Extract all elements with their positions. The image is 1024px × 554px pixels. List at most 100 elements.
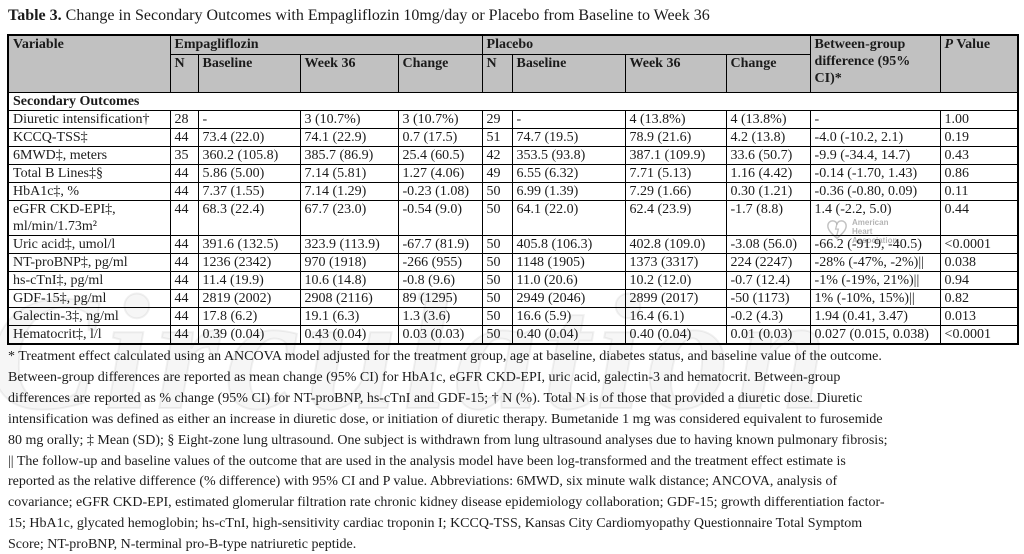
between-group-difference-cell: -0.14 (-1.70, 1.43): [809, 164, 941, 183]
between-group-difference-cell: 0.027 (0.015, 0.038): [809, 325, 941, 345]
section-header: Secondary Outcomes: [7, 92, 1019, 111]
empa-week36-cell: 2908 (2116): [299, 289, 399, 308]
outcome-row: 6MWD‡, meters 35 360.2 (105.8) 385.7 (86.9)…: [7, 146, 1019, 165]
outcome-row: Uric acid‡, umol/l 44 391.6 (132.5) 323.9 (…: [7, 235, 1019, 254]
placebo-baseline-cell: 1148 (1905): [511, 253, 626, 272]
placebo-change-cell: -1.7 (8.8): [725, 200, 811, 236]
empa-week36-cell: 67.7 (23.0): [299, 200, 399, 236]
empa-week36-cell: 7.14 (5.81): [299, 164, 399, 183]
variable-cell: 6MWD‡, meters: [7, 146, 171, 165]
secondary-outcomes-table: Variable Empagliflozin Placebo Between-g…: [7, 34, 1020, 345]
empa-change-cell: -0.23 (1.08): [397, 182, 483, 201]
footnote-line: intensification was defined as either an…: [8, 411, 883, 427]
empa-week36-cell: 19.1 (6.3): [299, 307, 399, 326]
empa-week36-cell: 323.9 (113.9): [299, 235, 399, 254]
variable-cell: HbA1c‡, %: [7, 182, 171, 201]
col-header-between-group-difference: Between-group difference (95% CI)*: [809, 34, 941, 93]
placebo-n-cell: 42: [481, 146, 513, 165]
placebo-n-cell: 50: [481, 271, 513, 290]
outcome-row: eGFR CKD-EPI‡, ml/min/1.73m² 44 68.3 (22.4…: [7, 200, 1019, 236]
empa-week36-cell: 3 (10.7%): [299, 110, 399, 129]
footnote-line: Score; NT-proBNP, N-terminal pro-B-type …: [8, 537, 357, 553]
placebo-n-cell: 50: [481, 235, 513, 254]
empa-baseline-cell: 5.86 (5.00): [197, 164, 301, 183]
col-header-empa-baseline: Baseline: [197, 54, 301, 93]
outcome-row: HbA1c‡, % 44 7.37 (1.55) 7.14 (1.29) -0.23 (…: [7, 182, 1019, 201]
empa-n-cell: 35: [169, 146, 199, 165]
empa-baseline-cell: 2819 (2002): [197, 289, 301, 308]
empa-n-cell: 44: [169, 128, 199, 147]
empa-baseline-cell: 0.39 (0.04): [197, 325, 301, 345]
variable-cell: Galectin-3‡, ng/ml: [7, 307, 171, 326]
p-value-cell: 0.94: [939, 271, 1019, 290]
placebo-change-cell: 0.30 (1.21): [725, 182, 811, 201]
empa-n-cell: 44: [169, 200, 199, 236]
placebo-n-cell: 50: [481, 182, 513, 201]
placebo-baseline-cell: 2949 (2046): [511, 289, 626, 308]
empa-change-cell: -67.7 (81.9): [397, 235, 483, 254]
placebo-week36-cell: 402.8 (109.0): [624, 235, 727, 254]
footnotes-block: * Treatment effect calculated using an A…: [0, 349, 1024, 554]
col-header-placebo-week36: Week 36: [624, 54, 727, 93]
p-value-cell: <0.0001: [939, 325, 1019, 345]
outcome-row: NT-proBNP‡, pg/ml 44 1236 (2342) 970 (1918)…: [7, 253, 1019, 272]
header-sub-row: N Baseline Week 36 Change N Baseline Wee…: [8, 54, 1018, 93]
col-header-p-value: P Value: [939, 34, 1019, 93]
empa-baseline-cell: 360.2 (105.8): [197, 146, 301, 165]
footnote-line: * Treatment effect calculated using an A…: [8, 349, 882, 364]
placebo-n-cell: 50: [481, 289, 513, 308]
placebo-change-cell: -50 (1173): [725, 289, 811, 308]
empa-baseline-cell: 11.4 (19.9): [197, 271, 301, 290]
empa-n-cell: 44: [169, 253, 199, 272]
placebo-change-cell: -0.7 (12.4): [725, 271, 811, 290]
empa-change-cell: 3 (10.7%): [397, 110, 483, 129]
header-group-row: Variable Empagliflozin Placebo Between-g…: [7, 34, 1019, 93]
between-group-difference-cell: -1% (-19%, 21%)||: [809, 271, 941, 290]
between-group-difference-cell: -: [809, 110, 941, 129]
empa-n-cell: 44: [169, 235, 199, 254]
placebo-baseline-cell: 74.7 (19.5): [511, 128, 626, 147]
placebo-baseline-cell: -: [511, 110, 626, 129]
variable-cell: eGFR CKD-EPI‡, ml/min/1.73m²: [7, 200, 171, 236]
variable-cell: GDF-15‡, pg/ml: [7, 289, 171, 308]
placebo-baseline-cell: 6.99 (1.39): [511, 182, 626, 201]
col-header-placebo-change: Change: [725, 54, 811, 93]
placebo-n-cell: 50: [481, 253, 513, 272]
placebo-week36-cell: 1373 (3317): [624, 253, 727, 272]
section-row: Secondary Outcomes: [7, 92, 1019, 111]
placebo-baseline-cell: 16.6 (5.9): [511, 307, 626, 326]
col-header-variable: Variable: [7, 34, 171, 93]
empa-n-cell: 44: [169, 325, 199, 345]
outcome-row: KCCQ-TSS‡ 44 73.4 (22.0) 74.1 (22.9) 0.7 (17…: [7, 128, 1019, 147]
empa-change-cell: -0.8 (9.6): [397, 271, 483, 290]
placebo-n-cell: 50: [481, 307, 513, 326]
between-group-difference-cell: -66.2 (-91.9, -40.5): [809, 235, 941, 254]
outcome-row: Galectin-3‡, ng/ml 44 17.8 (6.2) 19.1 (6.3)…: [7, 307, 1019, 326]
placebo-week36-cell: 4 (13.8%): [624, 110, 727, 129]
placebo-baseline-cell: 11.0 (20.6): [511, 271, 626, 290]
empa-baseline-cell: 17.8 (6.2): [197, 307, 301, 326]
empa-n-cell: 44: [169, 289, 199, 308]
placebo-baseline-cell: 405.8 (106.3): [511, 235, 626, 254]
empa-change-cell: 0.03 (0.03): [397, 325, 483, 345]
placebo-baseline-cell: 6.55 (6.32): [511, 164, 626, 183]
variable-cell: NT-proBNP‡, pg/ml: [7, 253, 171, 272]
p-value-cell: 0.038: [939, 253, 1019, 272]
variable-cell: Uric acid‡, umol/l: [7, 235, 171, 254]
between-group-difference-cell: 1.94 (0.41, 3.47): [809, 307, 941, 326]
footnote-line: reported as the relative difference (% d…: [8, 474, 838, 490]
empa-change-cell: 1.3 (3.6): [397, 307, 483, 326]
placebo-change-cell: 4 (13.8%): [725, 110, 811, 129]
p-value-cell: 0.013: [939, 307, 1019, 326]
variable-cell: Hematocrit‡, l/l: [7, 325, 171, 345]
footnote-line: Between-group differences are reported a…: [8, 369, 841, 385]
footnote-line: 80 mg orally; ‡ Mean (SD); § Eight-zone …: [8, 432, 888, 448]
placebo-change-cell: 33.6 (50.7): [725, 146, 811, 165]
empa-n-cell: 44: [169, 271, 199, 290]
empa-n-cell: 44: [169, 182, 199, 201]
outcome-row: hs-cTnI‡, pg/ml 44 11.4 (19.9) 10.6 (14.8) -…: [7, 271, 1019, 290]
placebo-n-cell: 50: [481, 325, 513, 345]
empa-change-cell: 1.27 (4.06): [397, 164, 483, 183]
outcome-row: Total B Lines‡§ 44 5.86 (5.00) 7.14 (5.81) 1…: [7, 164, 1019, 183]
p-value-cell: 1.00: [939, 110, 1019, 129]
